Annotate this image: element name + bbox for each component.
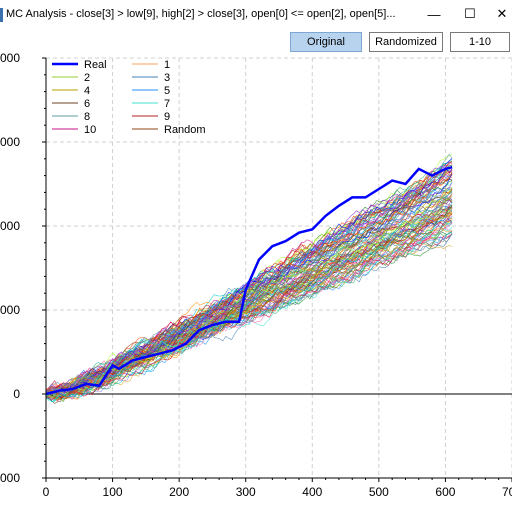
legend-label: 6	[84, 98, 90, 110]
random-series-line	[45, 205, 453, 398]
legend-label: 5	[164, 85, 170, 97]
real-series-line	[45, 165, 453, 396]
random-series-line	[45, 197, 453, 399]
axes: 0 100 200 300 400 500 600 700 -50000 0 50000 100000…	[0, 51, 512, 499]
random-series-line	[45, 220, 453, 397]
x-tick-label: 100	[103, 485, 123, 499]
y-tick-label: 0	[13, 387, 20, 401]
x-tick-label: 0	[43, 485, 50, 499]
legend-label: 9	[164, 111, 170, 123]
y-tick-label: -50000	[0, 471, 20, 485]
x-tick-label: 600	[435, 485, 455, 499]
legend-label: 7	[164, 98, 170, 110]
legend-label: Real	[84, 59, 107, 71]
random-series-line	[45, 243, 453, 399]
minimize-icon[interactable]: —	[427, 6, 441, 22]
random-series-line	[45, 159, 453, 399]
legend-label: 1	[164, 59, 170, 71]
legend-label: 4	[84, 85, 90, 97]
random-series-line	[45, 153, 453, 393]
legend: Real 1 2 3 4 5 6 7 8 9 10 Random	[52, 59, 206, 136]
y-tick-label: 50000	[0, 303, 20, 317]
range-button[interactable]: 1-10	[450, 32, 510, 52]
randomized-button[interactable]: Randomized	[369, 32, 443, 52]
legend-label: 10	[84, 124, 96, 136]
legend-label: Random	[164, 124, 206, 136]
window-title: MC Analysis - close[3] > low[9], high[2]…	[6, 8, 396, 20]
legend-label: 2	[84, 72, 90, 84]
random-series-line	[45, 186, 453, 398]
x-tick-label: 500	[369, 485, 389, 499]
close-icon[interactable]: ✕	[496, 6, 508, 21]
x-tick-label: 200	[169, 485, 189, 499]
legend-label: 3	[164, 72, 170, 84]
title-bar: MC Analysis - close[3] > low[9], high[2]…	[0, 0, 512, 30]
grid-lines	[46, 57, 512, 479]
random-series-group	[45, 153, 453, 404]
random-series-line	[45, 189, 453, 396]
random-series-line	[45, 191, 453, 397]
legend-label: 8	[84, 111, 90, 123]
random-series-line	[45, 188, 453, 399]
y-tick-label: 150000	[0, 135, 20, 149]
maximize-icon[interactable]: ☐	[464, 6, 476, 21]
y-tick-label: 100000	[0, 219, 20, 233]
app-icon	[0, 8, 3, 22]
y-tick-label: 200000	[0, 51, 20, 65]
random-series-line	[45, 186, 453, 392]
x-tick-label: 700	[502, 485, 512, 499]
original-button[interactable]: Original	[290, 32, 362, 52]
x-tick-label: 400	[302, 485, 322, 499]
x-tick-label: 300	[236, 485, 256, 499]
random-series-line	[45, 220, 453, 402]
